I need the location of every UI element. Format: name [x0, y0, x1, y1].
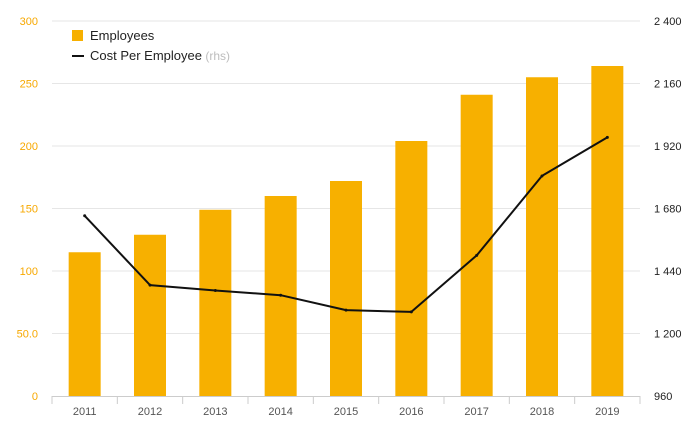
left-axis-tick-label: 50.0: [17, 329, 38, 341]
right-axis-tick-label: 1 200: [654, 329, 682, 341]
employee-bar: [460, 94, 493, 396]
employee-bar: [68, 252, 101, 396]
employee-bar: [591, 66, 624, 396]
legend-label: Employees: [90, 28, 155, 43]
cost-point: [605, 135, 609, 139]
employee-bar: [526, 77, 558, 396]
cost-point: [148, 283, 152, 287]
left-axis-tick-label: 0: [32, 391, 38, 403]
employee-bar: [395, 141, 428, 396]
cost-point: [409, 310, 413, 314]
right-axis-tick-label: 960: [654, 391, 672, 403]
x-axis-tick-label: 2019: [595, 406, 619, 418]
cost-point: [475, 253, 479, 257]
x-axis-tick-label: 2016: [399, 406, 423, 418]
axes: 0 50.0 100 150 200 250 300 960 1 200 1 440 1 680 1 …: [17, 16, 682, 418]
right-axis-tick-label: 1 440: [654, 266, 682, 278]
left-axis-tick-label: 300: [20, 16, 38, 28]
legend-label: Cost Per Employee (rhs): [90, 48, 230, 63]
left-axis-tick-label: 250: [20, 79, 38, 91]
x-axis-tick-label: 2017: [464, 406, 488, 418]
x-axis-tick-label: 2014: [268, 406, 292, 418]
employee-bar: [199, 209, 232, 396]
employee-bar: [330, 181, 362, 396]
employee-bar: [134, 234, 166, 396]
cost-point: [540, 174, 544, 178]
x-axis-tick-label: 2015: [334, 406, 358, 418]
legend-swatch-employees: [72, 30, 83, 41]
cost-point: [344, 308, 348, 312]
x-axis-tick-label: 2012: [138, 406, 162, 418]
x-axis-tick-label: 2011: [73, 406, 97, 418]
x-axis-tick-label: 2018: [530, 406, 554, 418]
left-axis-tick-label: 200: [20, 141, 38, 153]
legend-sublabel: (rhs): [202, 49, 230, 63]
left-axis-tick-label: 100: [20, 266, 38, 278]
right-axis-tick-label: 1 920: [654, 141, 682, 153]
x-axis-tick-label: 2013: [203, 406, 227, 418]
right-axis-tick-label: 1 680: [654, 204, 682, 216]
right-axis-tick-label: 2 160: [654, 79, 682, 91]
legend: Employees Cost Per Employee (rhs): [72, 28, 230, 63]
cost-point: [83, 214, 87, 218]
employee-bars: [68, 66, 624, 396]
cost-line-layer: [83, 135, 609, 314]
left-axis-tick-label: 150: [20, 204, 38, 216]
right-axis-tick-label: 2 400: [654, 16, 682, 28]
cost-point: [213, 289, 217, 293]
cost-point: [279, 293, 283, 297]
